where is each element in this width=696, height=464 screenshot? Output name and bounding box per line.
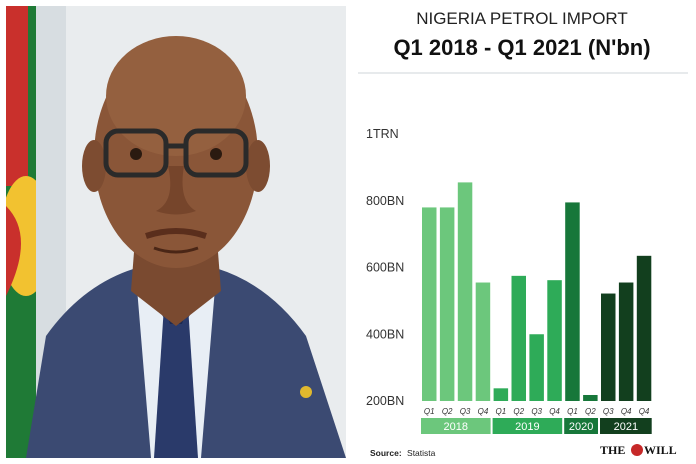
quarter-tick-label: Q4 — [478, 407, 489, 416]
quarter-tick-label: Q4 — [621, 407, 632, 416]
bar-2018-q3 — [457, 182, 473, 401]
year-band-2019 — [492, 418, 563, 434]
quarter-tick-label: Q2 — [513, 407, 524, 416]
quarter-tick-label: Q2 — [585, 407, 596, 416]
quarter-tick-label: Q3 — [603, 407, 614, 416]
bar-2020-q2 — [583, 394, 598, 401]
chart-title-line2: Q1 2018 - Q1 2021 (N'bn) — [393, 35, 650, 60]
year-label: 2018 — [444, 421, 468, 433]
bar-2018-q2 — [439, 207, 455, 401]
chart-title-line1: NIGERIA PETROL IMPORT — [416, 9, 628, 28]
logo-text-will: WILL — [644, 443, 677, 457]
quarter-tick-label: Q4 — [549, 407, 560, 416]
y-tick-label: 800BN — [366, 194, 404, 208]
bar-2020-q1 — [565, 202, 580, 401]
bar-2018-q4 — [475, 282, 491, 401]
source-note: Source: Statista — [370, 448, 436, 458]
year-label: 2021 — [614, 421, 638, 433]
publisher-logo: THE WILL — [600, 443, 677, 457]
bar-2019-q4 — [547, 280, 562, 401]
y-axis: 200BN 400BN 600BN 800BN 1TRN — [366, 127, 404, 408]
quarter-ticks: Q1 Q2 Q3 Q4 Q1 Q2 Q3 Q4 Q1 Q2 Q3 Q4 Q4 — [424, 407, 650, 416]
bar-2019-q1 — [493, 388, 509, 401]
year-bands: 2018 2019 2020 2021 — [421, 418, 652, 434]
year-label: 2020 — [569, 421, 593, 433]
quarter-tick-label: Q1 — [567, 407, 578, 416]
year-band-2018 — [421, 418, 491, 434]
quarter-tick-label: Q1 — [424, 407, 435, 416]
bar-series — [422, 182, 652, 401]
portrait-photo — [6, 6, 346, 458]
quarter-tick-label: Q1 — [496, 407, 507, 416]
quarter-tick-label: Q4 — [639, 407, 650, 416]
bar-2019-q2 — [511, 275, 526, 401]
year-band-2020 — [564, 418, 598, 434]
quarter-tick-label: Q3 — [531, 407, 542, 416]
y-tick-label: 1TRN — [366, 127, 399, 141]
logo-text-the: THE — [600, 443, 625, 457]
year-band-2021 — [600, 418, 652, 434]
logo-circle-icon — [631, 444, 643, 456]
bar-2021-q4 — [618, 282, 634, 401]
bar-2021-q4 — [636, 255, 652, 401]
source-label: Source: — [370, 448, 402, 458]
bar-2021-q3 — [601, 293, 616, 401]
petrol-import-chart: NIGERIA PETROL IMPORT Q1 2018 - Q1 2021 … — [358, 9, 688, 458]
quarter-tick-label: Q3 — [460, 407, 471, 416]
source-value: Statista — [407, 448, 436, 458]
bar-2018-q1 — [422, 207, 437, 401]
bar-2019-q3 — [529, 334, 544, 401]
y-tick-label: 200BN — [366, 394, 404, 408]
y-tick-label: 400BN — [366, 327, 404, 341]
y-tick-label: 600BN — [366, 261, 404, 275]
year-label: 2019 — [515, 421, 539, 433]
quarter-tick-label: Q2 — [442, 407, 453, 416]
